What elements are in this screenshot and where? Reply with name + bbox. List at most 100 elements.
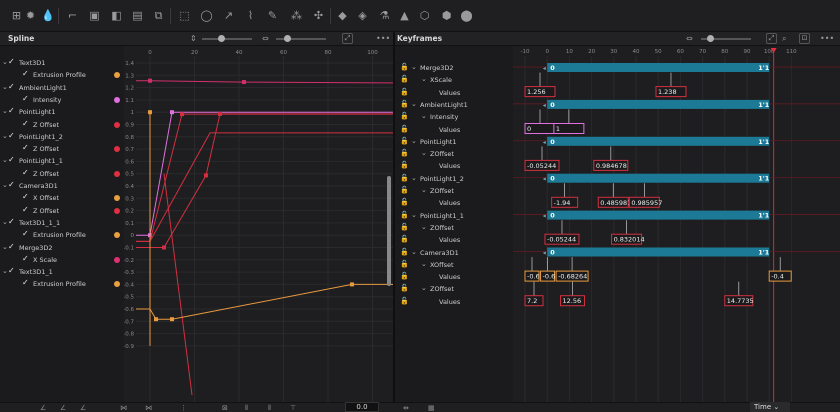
keyframes-svg[interactable]: -10 0 10 20 30 40 50 60 70 80 90 100 110◂ 0 1'1◂ 0 1'1◂ 0… bbox=[513, 46, 840, 402]
curve-tool-icon[interactable]: ∠ bbox=[60, 404, 67, 412]
chevron-down-icon[interactable]: ⌄ bbox=[2, 131, 8, 140]
curve-tool-icon[interactable]: ∠ bbox=[80, 404, 87, 412]
lock-icon[interactable]: 🔓 bbox=[400, 99, 409, 108]
circle-icon[interactable]: ◯ bbox=[200, 9, 213, 22]
more-icon[interactable]: ••• bbox=[376, 34, 391, 43]
spline-vzoom-knob[interactable] bbox=[218, 35, 225, 42]
key-tool-icon[interactable]: ⊤ bbox=[290, 404, 297, 412]
chevron-down-icon[interactable]: ⌄ bbox=[411, 99, 417, 108]
keyframes-tree-row-values[interactable]: 🔓 Values bbox=[395, 160, 513, 172]
spline-tree-row-z-offset[interactable]: ✓ Z Offset bbox=[0, 119, 124, 131]
grid-icon[interactable]: ▦ bbox=[428, 404, 435, 412]
light3d-icon[interactable]: ⚗ bbox=[379, 9, 390, 22]
chevron-down-icon[interactable]: ⌄ bbox=[411, 136, 417, 145]
checkbox-icon[interactable]: ✓ bbox=[22, 204, 29, 214]
lock-icon[interactable]: 🔓 bbox=[400, 87, 409, 96]
spline-tree-row-z-offset[interactable]: ✓ Z Offset bbox=[0, 143, 124, 155]
keyframes-tree-row-values[interactable]: 🔓 Values bbox=[395, 296, 513, 308]
spline-tree-row-merge3d2[interactable]: ⌄ ✓ Merge3D2 bbox=[0, 242, 124, 254]
key-tool-icon[interactable]: ⋈ bbox=[145, 404, 152, 412]
chevron-down-icon[interactable]: ⌄ bbox=[2, 82, 8, 91]
key-tool-icon[interactable]: ⊠ bbox=[222, 404, 228, 412]
chevron-down-icon[interactable]: ⌄ bbox=[421, 222, 427, 231]
key-tool-icon[interactable]: ⫴ bbox=[268, 404, 271, 412]
chevron-down-icon[interactable]: ⌄ bbox=[411, 173, 417, 182]
checkbox-icon[interactable]: ✓ bbox=[8, 57, 15, 66]
checkbox-icon[interactable]: ✓ bbox=[22, 143, 29, 153]
chevron-down-icon[interactable]: ⌄ bbox=[2, 181, 8, 189]
keyframes-tree-row-pointlight1-2[interactable]: 🔓 ⌄ PointLight1_2 bbox=[395, 173, 513, 185]
value-field[interactable]: 0.0 bbox=[345, 402, 379, 412]
keyframes-tree-row-pointlight1-1[interactable]: 🔓 ⌄ PointLight1_1 bbox=[395, 210, 513, 222]
spline-tree-row-pointlight1-1[interactable]: ⌄ ✓ PointLight1_1 bbox=[0, 155, 124, 167]
lock-icon[interactable]: 🔓 bbox=[400, 198, 409, 207]
spline-hzoom-slider[interactable] bbox=[276, 38, 326, 40]
chevron-down-icon[interactable]: ⌄ bbox=[411, 63, 417, 71]
keyframes-tree-row-values[interactable]: 🔓 Values bbox=[395, 234, 513, 246]
frame-icon[interactable]: ⊡ bbox=[799, 33, 810, 44]
lock-icon[interactable]: 🔓 bbox=[400, 75, 409, 84]
checkbox-icon[interactable]: ✓ bbox=[22, 229, 29, 239]
polyline-icon[interactable]: ⌇ bbox=[247, 9, 254, 22]
panel-divider[interactable] bbox=[393, 32, 395, 402]
spline-tree-row-pointlight1-2[interactable]: ⌄ ✓ PointLight1_2 bbox=[0, 131, 124, 143]
checkbox-icon[interactable]: ✓ bbox=[8, 241, 15, 251]
lock-icon[interactable]: 🔓 bbox=[400, 161, 409, 170]
emitter-icon[interactable]: ✣ bbox=[313, 9, 324, 22]
more-icon[interactable]: ••• bbox=[820, 34, 835, 43]
kf-zoom-slider[interactable] bbox=[701, 38, 751, 40]
spline-tree-row-pointlight1[interactable]: ⌄ ✓ PointLight1 bbox=[0, 106, 124, 118]
keyframes-tree-row-xoffset[interactable]: 🔓 ⌄ XOffset bbox=[395, 259, 513, 271]
chevron-down-icon[interactable]: ⌄ bbox=[421, 284, 427, 293]
leftright-icon[interactable]: ⇔ bbox=[686, 34, 693, 43]
checkbox-icon[interactable]: ✓ bbox=[8, 106, 15, 116]
checkbox-icon[interactable]: ✓ bbox=[8, 180, 15, 189]
merge-icon[interactable]: ▣ bbox=[89, 9, 100, 22]
rect-icon[interactable]: ⬚ bbox=[179, 9, 190, 22]
keyframes-tree-row-intensity[interactable]: 🔓 ⌄ Intensity bbox=[395, 111, 513, 123]
bezier-icon[interactable]: ↗ bbox=[223, 9, 234, 22]
sphere-icon[interactable]: ⬤ bbox=[460, 9, 473, 22]
checkbox-icon[interactable]: ✓ bbox=[22, 93, 29, 103]
updown-icon[interactable]: ⇕ bbox=[190, 34, 197, 43]
kf-zoom-knob[interactable] bbox=[707, 35, 714, 42]
spline-tree-row-text3d1[interactable]: ⌄ ✓ Text3D1 bbox=[0, 57, 124, 69]
checkbox-icon[interactable]: ✓ bbox=[8, 130, 15, 140]
camera3d-icon[interactable]: ▲ bbox=[400, 9, 409, 22]
loop-icon[interactable]: ⇹ bbox=[403, 404, 409, 412]
checkbox-icon[interactable]: ✓ bbox=[8, 266, 15, 276]
lock-icon[interactable]: 🔓 bbox=[400, 296, 409, 305]
lock-icon[interactable]: 🔓 bbox=[400, 112, 409, 121]
lock-icon[interactable]: 🔓 bbox=[400, 247, 409, 256]
keyframes-tree-row-values[interactable]: 🔓 Values bbox=[395, 197, 513, 209]
keyframes-tree-row-merge3d2[interactable]: 🔓 ⌄ Merge3D2 bbox=[395, 62, 513, 74]
chevron-down-icon[interactable]: ⌄ bbox=[421, 186, 427, 194]
spline-hzoom-knob[interactable] bbox=[284, 35, 291, 42]
chevron-down-icon[interactable]: ⌄ bbox=[2, 267, 8, 276]
layers-icon[interactable]: ▤ bbox=[132, 9, 143, 22]
chevron-down-icon[interactable]: ⌄ bbox=[2, 242, 8, 251]
keyframes-tree-row-zoffset[interactable]: 🔓 ⌄ ZOffset bbox=[395, 283, 513, 295]
paint-icon[interactable]: ✎ bbox=[267, 9, 278, 22]
checkbox-icon[interactable]: ✓ bbox=[8, 216, 15, 226]
keyframes-tree-row-values[interactable]: 🔓 Values bbox=[395, 271, 513, 283]
keyframes-tree-row-zoffset[interactable]: 🔓 ⌄ ZOffset bbox=[395, 148, 513, 160]
spline-tree-row-x-offset[interactable]: ✓ X Offset bbox=[0, 192, 124, 204]
keyframes-tree-row-ambientlight1[interactable]: 🔓 ⌄ AmbientLight1 bbox=[395, 99, 513, 111]
checkbox-icon[interactable]: ✓ bbox=[8, 155, 15, 165]
chevron-down-icon[interactable]: ⌄ bbox=[421, 112, 427, 121]
keyframes-graph[interactable]: -10 0 10 20 30 40 50 60 70 80 90 100 110 ◂ 0 1'1 ◂ 0 1'1 ◂ 0… bbox=[513, 46, 840, 402]
spline-tree-row-z-offset[interactable]: ✓ Z Offset bbox=[0, 168, 124, 180]
lock-icon[interactable]: 🔓 bbox=[400, 222, 409, 231]
copy-icon[interactable]: ⧉ bbox=[154, 9, 163, 22]
mask-icon[interactable]: ◧ bbox=[111, 9, 122, 22]
chevron-down-icon[interactable]: ⌄ bbox=[2, 156, 8, 165]
spline-tree-row-extrusion-profile[interactable]: ✓ Extrusion Profile bbox=[0, 278, 124, 290]
spline-tree-row-camera3d1[interactable]: ⌄ ✓ Camera3D1 bbox=[0, 180, 124, 192]
checkbox-icon[interactable]: ✓ bbox=[22, 167, 29, 177]
checkbox-icon[interactable]: ✓ bbox=[22, 253, 29, 263]
fit-icon[interactable]: ⤢ bbox=[766, 33, 777, 44]
spline-tree-row-ambientlight1[interactable]: ⌄ ✓ AmbientLight1 bbox=[0, 82, 124, 94]
particles-icon[interactable]: ⁂ bbox=[291, 9, 302, 22]
chevron-down-icon[interactable]: ⌄ bbox=[2, 217, 8, 226]
